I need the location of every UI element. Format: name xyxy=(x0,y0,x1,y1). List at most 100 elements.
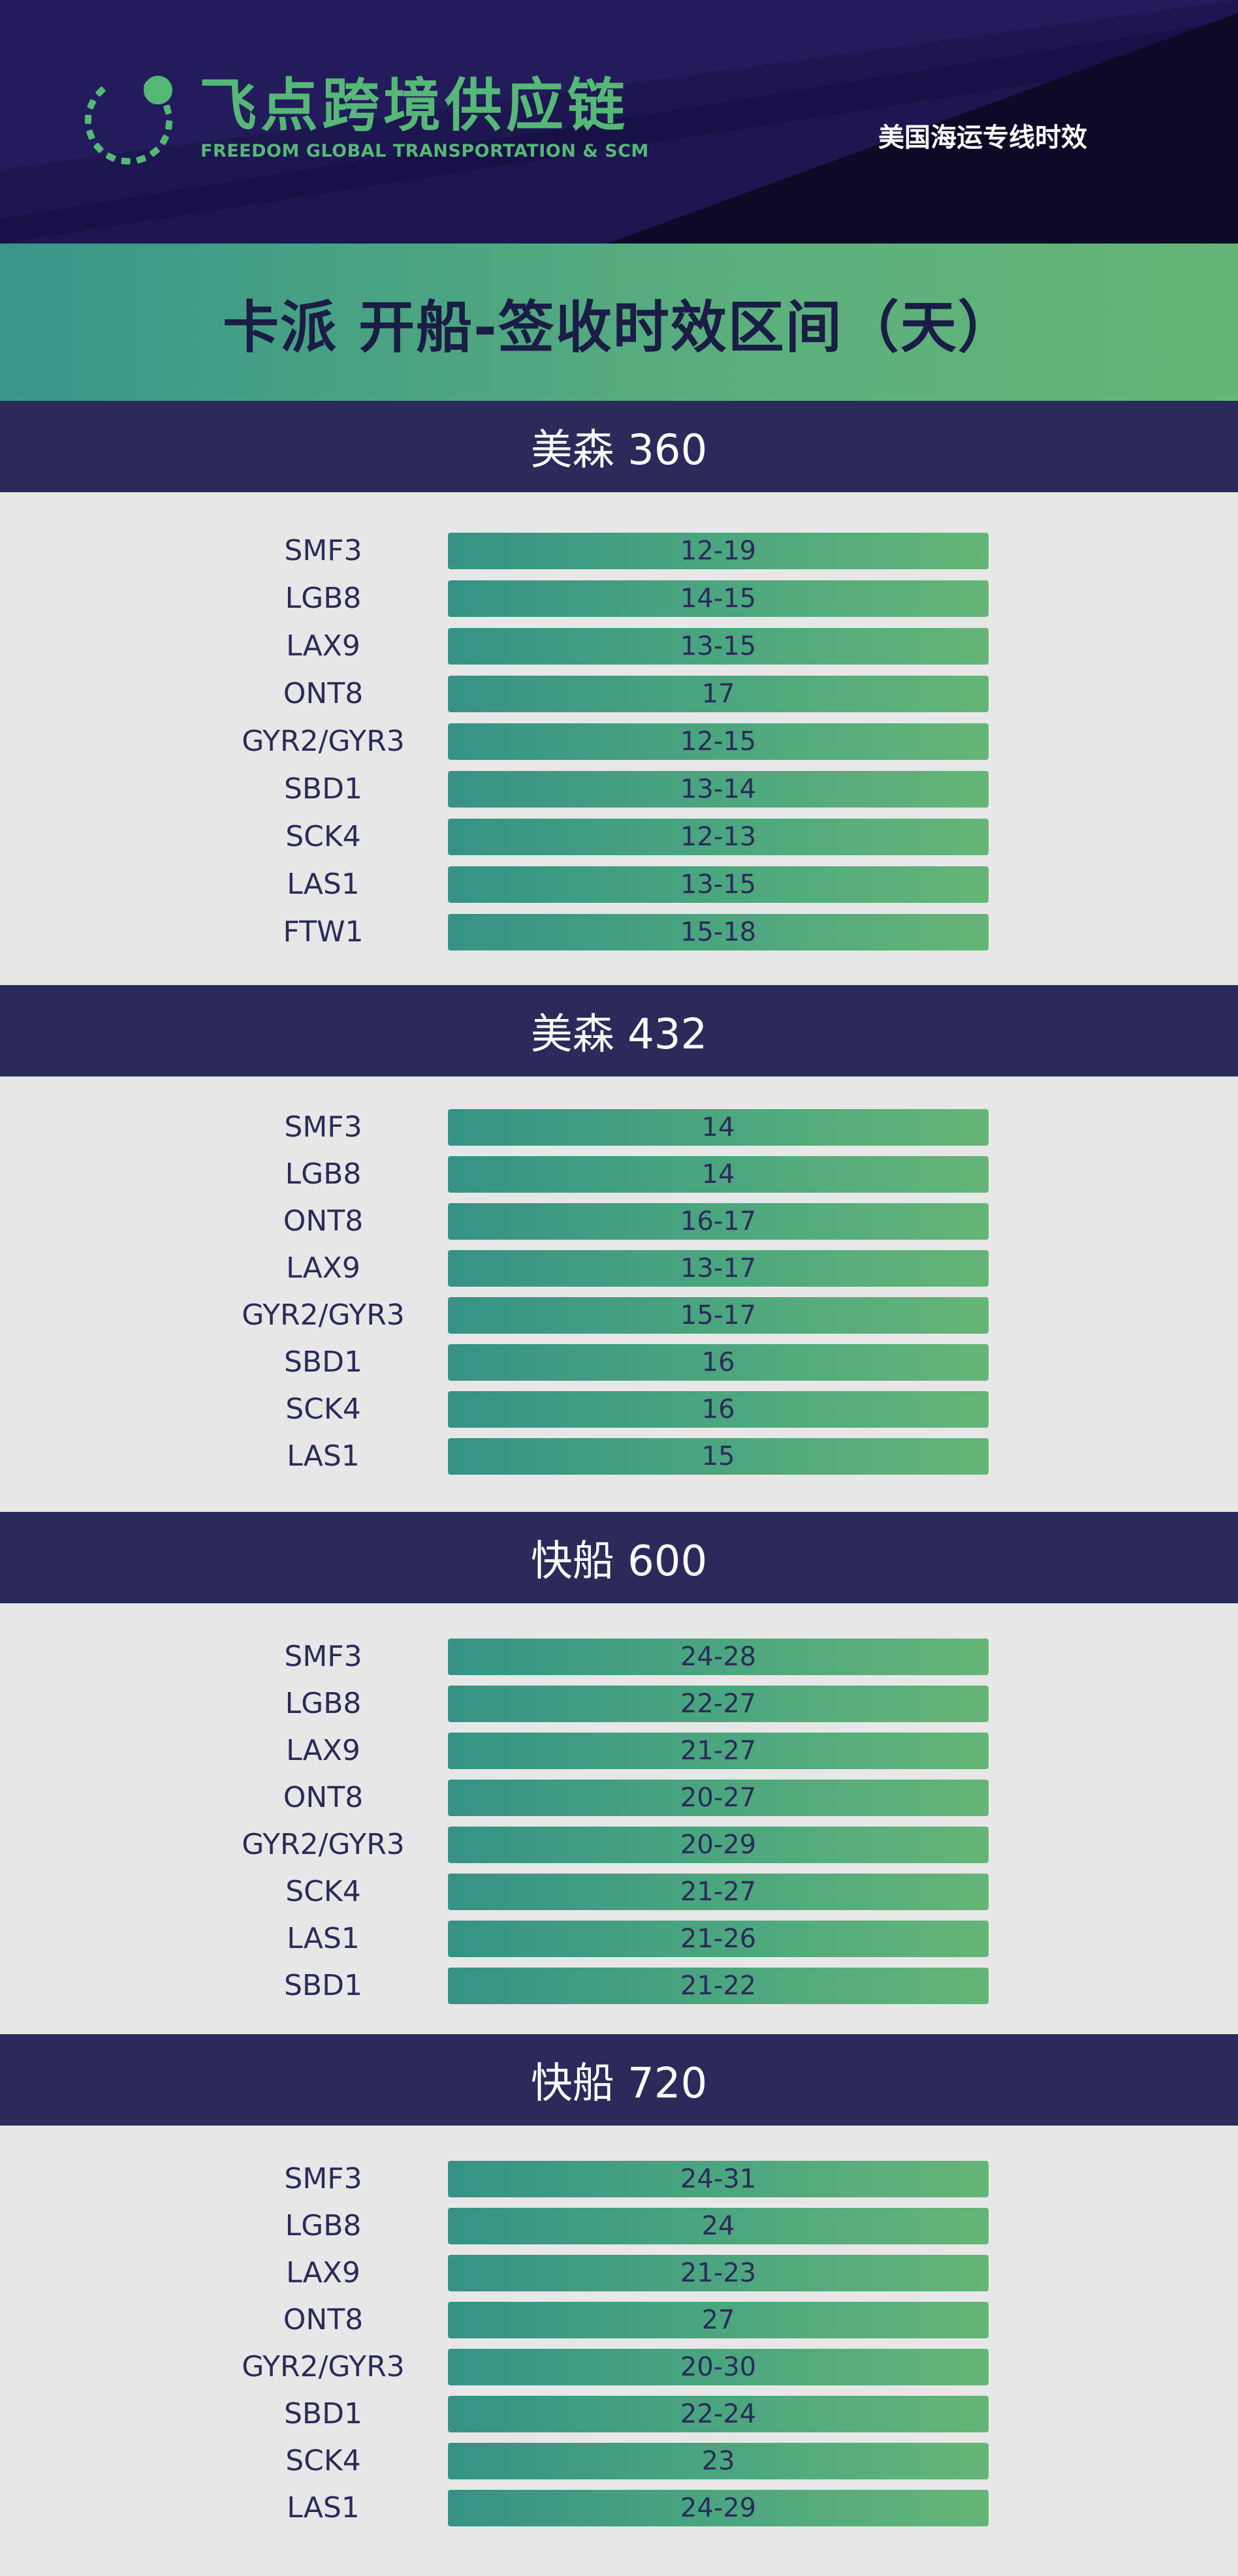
warehouse-code: ONT8 xyxy=(283,1204,364,1238)
warehouse-code: ONT8 xyxy=(283,1781,364,1814)
transit-days-bar: 12-15 xyxy=(448,723,989,760)
warehouse-code: LAS1 xyxy=(287,1922,360,1955)
table-row: SMF3 14 xyxy=(0,1109,1238,1146)
header-subtitle: 美国海运专线时效 xyxy=(878,123,1087,153)
table-row: LGB8 14-15 xyxy=(0,580,1238,617)
table-row: LAS1 15 xyxy=(0,1438,1238,1475)
section-title: 美森 432 xyxy=(530,1011,708,1059)
warehouse-code: LGB8 xyxy=(285,2209,362,2242)
table-row: LAS1 13-15 xyxy=(0,866,1238,903)
table-row: LAS1 21-26 xyxy=(0,1921,1238,1957)
section-header: 快船 720 xyxy=(0,2034,1238,2126)
table-row: LAX9 21-23 xyxy=(0,2255,1238,2291)
warehouse-code: FTW1 xyxy=(283,915,364,949)
table-row: LGB8 22-27 xyxy=(0,1686,1238,1722)
table-row: SCK4 21-27 xyxy=(0,1874,1238,1910)
warehouse-code: SBD1 xyxy=(284,2397,362,2430)
section: 美森 432 SMF3 14 LGB8 14 ONT8 16-17 LAX9 13-17 GYR2… xyxy=(0,985,1238,1475)
warehouse-code: LGB8 xyxy=(285,1687,362,1720)
table-row: LGB8 14 xyxy=(0,1156,1238,1193)
table-row: GYR2/GYR3 20-30 xyxy=(0,2349,1238,2385)
table-row: GYR2/GYR3 20-29 xyxy=(0,1827,1238,1863)
transit-days-bar: 21-27 xyxy=(448,1874,989,1910)
table-row: LAX9 13-17 xyxy=(0,1250,1238,1287)
warehouse-code: LAX9 xyxy=(286,1251,360,1285)
table-row: SCK4 23 xyxy=(0,2443,1238,2479)
transit-days-bar: 13-15 xyxy=(448,866,989,903)
warehouse-code: LAS1 xyxy=(287,868,360,901)
title-band: 卡派 开船-签收时效区间（天） xyxy=(0,243,1238,401)
brand-name-cn: 飞点跨境供应链 xyxy=(199,72,629,139)
table-row: SMF3 24-31 xyxy=(0,2161,1238,2197)
section-title: 快船 600 xyxy=(530,1537,708,1586)
transit-days-bar: 21-22 xyxy=(448,1968,989,2004)
table-row: LAX9 13-15 xyxy=(0,628,1238,665)
warehouse-code: GYR2/GYR3 xyxy=(242,2350,405,2383)
dotted-ring-logo-icon xyxy=(84,76,173,165)
warehouse-code: SBD1 xyxy=(284,1345,362,1379)
section: 快船 720 SMF3 24-31 LGB8 24 LAX9 21-23 ONT8 27 GYR2… xyxy=(0,2034,1238,2526)
table-row: SBD1 21-22 xyxy=(0,1968,1238,2004)
section-header: 美森 360 xyxy=(0,401,1238,492)
warehouse-code: ONT8 xyxy=(283,2303,364,2336)
transit-days-bar: 12-19 xyxy=(448,533,989,569)
section-header: 美森 432 xyxy=(0,985,1238,1076)
section-title: 快船 720 xyxy=(530,2060,708,2108)
warehouse-code: LAS1 xyxy=(287,1439,360,1473)
table-row: LAS1 24-29 xyxy=(0,2490,1238,2526)
transit-days-bar: 14-15 xyxy=(448,580,989,617)
warehouse-code: SCK4 xyxy=(285,1392,361,1426)
table-row: GYR2/GYR3 15-17 xyxy=(0,1297,1238,1334)
transit-days-bar: 23 xyxy=(448,2443,989,2479)
table-row: SBD1 22-24 xyxy=(0,2396,1238,2432)
warehouse-code: SMF3 xyxy=(284,1110,362,1144)
transit-days-bar: 13-17 xyxy=(448,1250,989,1287)
warehouse-code: LAX9 xyxy=(286,629,360,663)
header-banner: 飞点跨境供应链 FREEDOM GLOBAL TRANSPORTATION & … xyxy=(0,0,1238,243)
table-row: SMF3 24-28 xyxy=(0,1639,1238,1675)
transit-days-bar: 14 xyxy=(448,1156,989,1193)
table-row: SBD1 13-14 xyxy=(0,771,1238,808)
warehouse-code: GYR2/GYR3 xyxy=(242,1298,405,1332)
transit-days-bar: 24 xyxy=(448,2208,989,2244)
table-row: ONT8 20-27 xyxy=(0,1780,1238,1816)
table-row: ONT8 17 xyxy=(0,676,1238,712)
table-row: GYR2/GYR3 12-15 xyxy=(0,723,1238,760)
section: 美森 360 SMF3 12-19 LGB8 14-15 LAX9 13-15 ONT8 17 G… xyxy=(0,401,1238,950)
table-row: SMF3 12-19 xyxy=(0,533,1238,569)
warehouse-code: LAX9 xyxy=(286,2256,360,2289)
transit-days-bar: 15-18 xyxy=(448,914,989,950)
transit-days-bar: 17 xyxy=(448,676,989,712)
transit-days-bar: 22-27 xyxy=(448,1686,989,1722)
transit-days-bar: 24-31 xyxy=(448,2161,989,2197)
warehouse-code: SCK4 xyxy=(285,2444,361,2477)
warehouse-code: GYR2/GYR3 xyxy=(242,1828,405,1861)
section-title: 美森 360 xyxy=(530,426,708,475)
table-row: ONT8 16-17 xyxy=(0,1203,1238,1240)
warehouse-code: GYR2/GYR3 xyxy=(242,725,405,758)
transit-days-bar: 24-28 xyxy=(448,1639,989,1675)
transit-days-bar: 15-17 xyxy=(448,1297,989,1334)
warehouse-code: SBD1 xyxy=(284,1969,362,2002)
transit-days-bar: 20-27 xyxy=(448,1780,989,1816)
table-row: FTW1 15-18 xyxy=(0,914,1238,950)
transit-days-bar: 21-26 xyxy=(448,1921,989,1957)
transit-days-bar: 21-23 xyxy=(448,2255,989,2291)
transit-days-bar: 16-17 xyxy=(448,1203,989,1240)
section-header: 快船 600 xyxy=(0,1512,1238,1603)
transit-days-bar: 13-14 xyxy=(448,771,989,808)
transit-days-bar: 27 xyxy=(448,2302,989,2338)
warehouse-code: SMF3 xyxy=(284,2162,362,2195)
table-row: ONT8 27 xyxy=(0,2302,1238,2338)
warehouse-code: LAX9 xyxy=(286,1734,360,1767)
transit-days-bar: 20-30 xyxy=(448,2349,989,2385)
warehouse-code: SCK4 xyxy=(285,1875,361,1908)
table-row: SBD1 16 xyxy=(0,1344,1238,1381)
table-row: SCK4 16 xyxy=(0,1391,1238,1428)
table-row: LAX9 21-27 xyxy=(0,1733,1238,1769)
transit-days-bar: 15 xyxy=(448,1438,989,1475)
section: 快船 600 SMF3 24-28 LGB8 22-27 LAX9 21-27 ONT8 20-… xyxy=(0,1512,1238,2004)
transit-days-bar: 16 xyxy=(448,1344,989,1381)
transit-days-bar: 12-13 xyxy=(448,819,989,855)
